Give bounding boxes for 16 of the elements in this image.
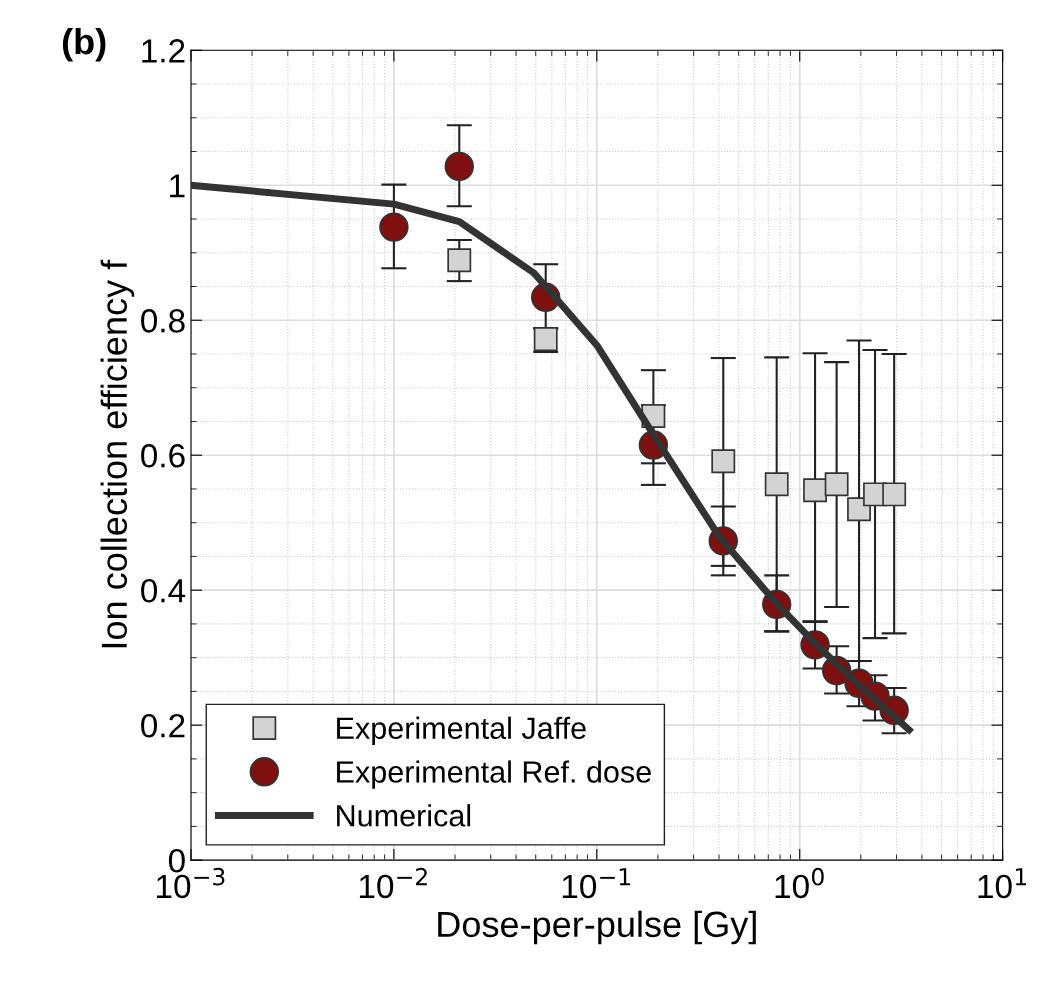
y-tick-label: 1.2 <box>142 39 185 63</box>
x-axis-title: Dose-per-pulse [Gy] <box>438 910 756 945</box>
y-tick-label: 0.8 <box>141 309 185 333</box>
legend-label: Experimental Jaffe <box>337 716 586 746</box>
chart-title: (b) <box>62 27 106 62</box>
y-tick-label: 1 <box>170 174 185 198</box>
y-tick-label: 0.2 <box>141 713 185 738</box>
y-axis-title: Ion collection efficiency f <box>100 259 135 648</box>
legend-label: Numerical <box>337 804 471 827</box>
x-tick-label: 10$^{1}$ <box>978 868 1027 899</box>
y-tick-label: 0.4 <box>141 578 186 603</box>
y-tick-label: 0.6 <box>141 444 185 468</box>
x-tick-label: 10$^{−1}$ <box>562 868 630 899</box>
legend-label: Experimental Ref. dose <box>337 760 651 789</box>
x-tick-label: 10$^{0}$ <box>775 867 824 899</box>
x-tick-label: 10$^{−2}$ <box>359 867 427 899</box>
